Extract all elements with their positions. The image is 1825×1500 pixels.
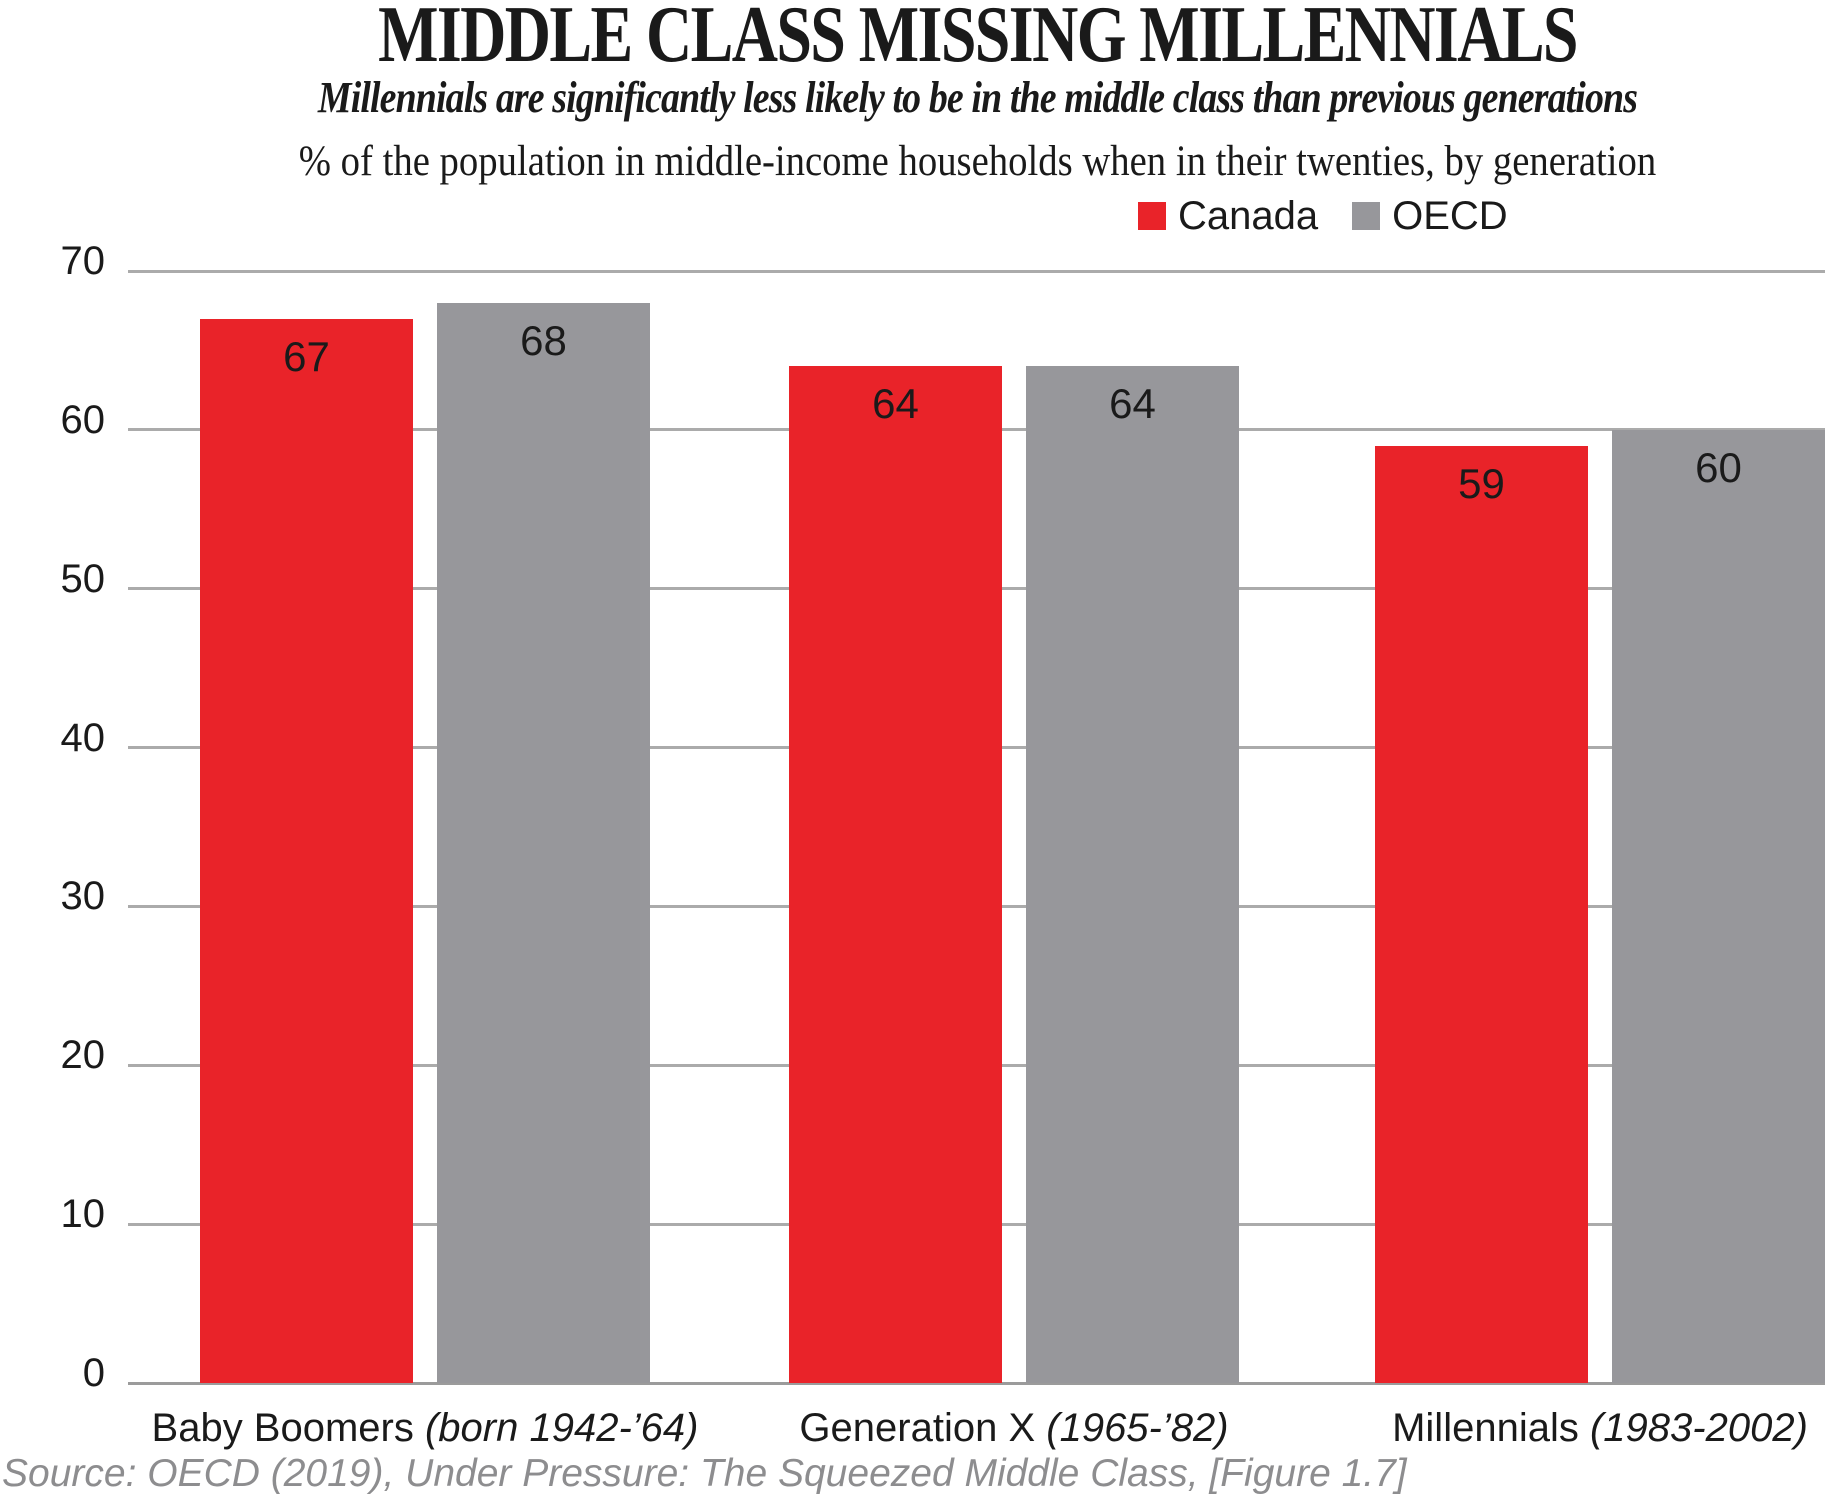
bar-value-label-canada-generation-x: 64 [872, 380, 919, 428]
y-gridline-0 [128, 1381, 1825, 1385]
y-tick-label-30: 30 [60, 874, 106, 919]
legend-label-canada: Canada [1178, 194, 1319, 238]
legend-swatch-oecd-icon [1352, 202, 1381, 230]
x-category-detail: (1983-2002) [1589, 1406, 1808, 1450]
legend-item-oecd: OECD [1352, 194, 1508, 238]
bar-oecd-baby-boomers: 68 [437, 302, 650, 1383]
y-tick-label-60: 60 [60, 397, 106, 442]
bar-value-label-canada-millennials: 59 [1458, 459, 1505, 507]
bar-oecd-generation-x: 64 [1026, 366, 1239, 1383]
legend-swatch-canada-icon [1138, 202, 1166, 230]
y-tick-label-0: 0 [82, 1351, 105, 1395]
legend-label-oecd: OECD [1392, 194, 1508, 238]
x-category-detail: (1965-’82) [1046, 1406, 1229, 1450]
x-category-name: Millennials [1392, 1406, 1590, 1450]
bar-value-label-oecd-generation-x: 64 [1109, 380, 1156, 428]
source-note: Source: OECD (2019), Under Pressure: The… [2, 1452, 1407, 1495]
x-category-label-millennials: Millennials (1983-2002) [1220, 1404, 1825, 1452]
chart-title: MIDDLE CLASS MISSING MILLENNIALS [378, 0, 1578, 79]
x-category-label-baby-boomers: Baby Boomers (born 1942-’64) [45, 1404, 805, 1452]
bar-value-label-oecd-millennials: 60 [1695, 443, 1742, 491]
y-tick-label-50: 50 [60, 556, 106, 601]
bar-value-label-oecd-baby-boomers: 68 [520, 316, 567, 364]
bar-oecd-millennials: 60 [1612, 429, 1825, 1383]
x-category-name: Generation X [799, 1406, 1047, 1450]
y-tick-label-10: 10 [60, 1192, 106, 1237]
y-tick-label-20: 20 [60, 1033, 106, 1078]
bar-canada-baby-boomers: 67 [200, 318, 413, 1383]
bar-value-label-canada-baby-boomers: 67 [283, 332, 330, 380]
chart-units-note: % of the population in middle-income hou… [298, 138, 1657, 185]
y-tick-label-40: 40 [60, 715, 106, 760]
legend: Canada OECD [1138, 194, 1508, 238]
x-category-name: Baby Boomers [151, 1406, 425, 1450]
chart-subtitle: Millennials are significantly less likel… [317, 73, 1638, 122]
bar-canada-generation-x: 64 [789, 366, 1002, 1383]
y-gridline-70 [128, 269, 1825, 273]
y-tick-label-70: 70 [60, 239, 106, 283]
bar-canada-millennials: 59 [1375, 445, 1588, 1383]
x-category-detail: (born 1942-’64) [424, 1406, 699, 1450]
legend-item-canada: Canada [1138, 194, 1319, 238]
x-category-label-generation-x: Generation X (1965-’82) [634, 1404, 1394, 1452]
